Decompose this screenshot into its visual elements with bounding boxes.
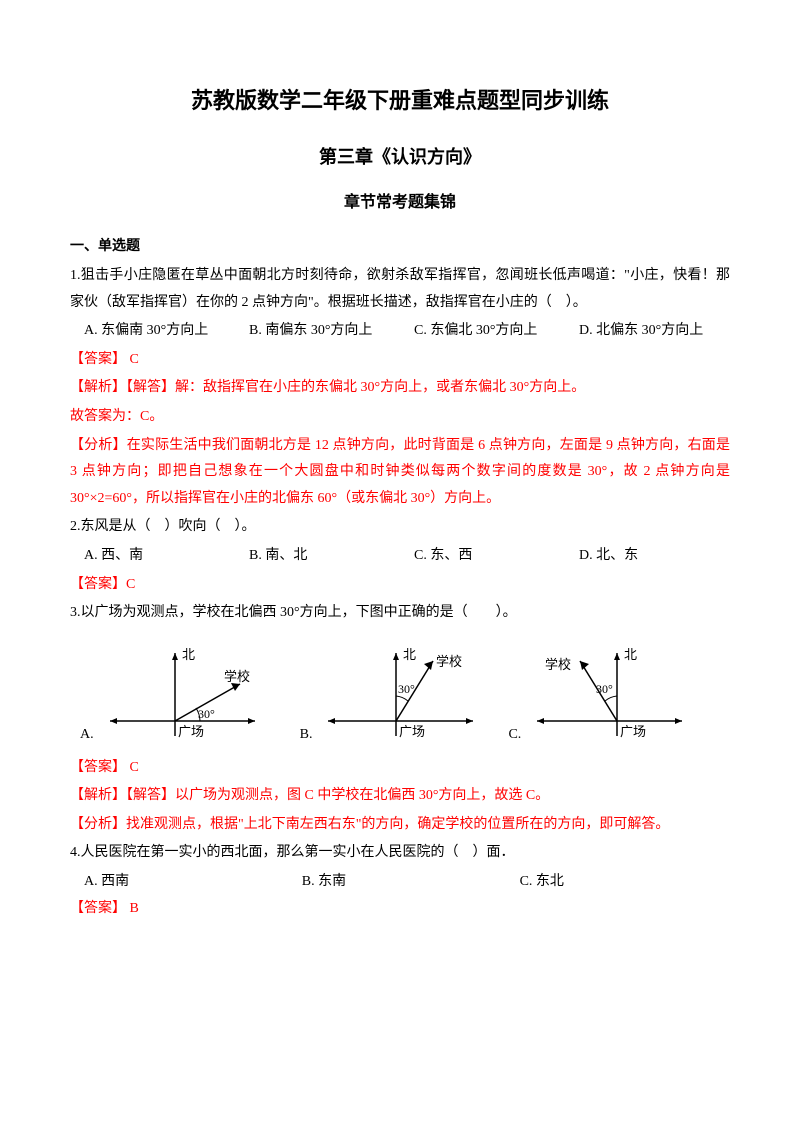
q4-option-c: C. 东北	[506, 869, 724, 896]
q4-option-a: A. 西南	[70, 869, 288, 896]
q1-explain-1: 【解析】【解答】解：敌指挥官在小庄的东偏北 30°方向上，或者东偏北 30°方向…	[70, 375, 730, 402]
svg-text:学校: 学校	[224, 669, 250, 684]
q4-options: A. 西南 B. 东南 C. 东北	[70, 869, 730, 896]
diagram-c: 北 学校 30° 广场	[527, 641, 697, 751]
q1-explain-2: 故答案为：C。	[70, 404, 730, 431]
section-title: 章节常考题集锦	[70, 188, 730, 218]
svg-text:广场: 广场	[178, 724, 204, 739]
svg-text:学校: 学校	[436, 654, 462, 669]
q3-answer: 【答案】 C	[70, 755, 730, 782]
q2-option-c: C. 东、西	[400, 543, 565, 570]
diagram-b: 北 学校 30° 广场	[318, 641, 488, 751]
q2-option-d: D. 北、东	[565, 543, 730, 570]
q1-options: A. 东偏南 30°方向上 B. 南偏东 30°方向上 C. 东偏北 30°方向…	[70, 318, 730, 345]
q3-text: 3.以广场为观测点，学校在北偏西 30°方向上，下图中正确的是（ ）。	[70, 600, 730, 627]
svg-text:30°: 30°	[596, 682, 613, 696]
q2-text: 2.东风是从（ ）吹向（ ）。	[70, 514, 730, 541]
diagram-a: 北 学校 30° 广场	[100, 641, 270, 751]
q3-label-a: A.	[80, 722, 94, 751]
q1-option-c: C. 东偏北 30°方向上	[400, 318, 565, 345]
main-title: 苏教版数学二年级下册重难点题型同步训练	[70, 80, 730, 122]
q1-text: 1.狙击手小庄隐匿在草丛中面朝北方时刻待命，欲射杀敌军指挥官，忽闻班长低声喝道：…	[70, 263, 730, 316]
svg-text:广场: 广场	[620, 724, 646, 739]
q3-analysis: 【分析】找准观测点，根据"上北下南左西右东"的方向，确定学校的位置所在的方向，即…	[70, 812, 730, 839]
svg-text:30°: 30°	[398, 682, 415, 696]
q3-label-b: B.	[300, 722, 313, 751]
q3-diagrams: A. 北 学校 30° 广场 B. 北 学校	[70, 641, 730, 751]
q4-option-b: B. 东南	[288, 869, 506, 896]
q3-label-c: C.	[508, 722, 521, 751]
sub-title: 第三章《认识方向》	[70, 140, 730, 174]
q1-option-d: D. 北偏东 30°方向上	[565, 318, 730, 345]
q4-text: 4.人民医院在第一实小的西北面，那么第一实小在人民医院的（ ）面．	[70, 840, 730, 867]
q3-explain: 【解析】【解答】以广场为观测点，图 C 中学校在北偏西 30°方向上，故选 C。	[70, 783, 730, 810]
svg-text:30°: 30°	[198, 707, 215, 721]
q1-option-b: B. 南偏东 30°方向上	[235, 318, 400, 345]
svg-text:北: 北	[182, 647, 195, 662]
svg-text:广场: 广场	[399, 724, 425, 739]
q1-answer: 【答案】 C	[70, 347, 730, 374]
section-1-header: 一、单选题	[70, 234, 730, 261]
q4-answer: 【答案】 B	[70, 896, 730, 923]
q1-analysis: 【分析】在实际生活中我们面朝北方是 12 点钟方向，此时背面是 6 点钟方向，左…	[70, 433, 730, 513]
svg-text:北: 北	[624, 647, 637, 662]
q1-option-a: A. 东偏南 30°方向上	[70, 318, 235, 345]
q2-answer: 【答案】C	[70, 572, 730, 599]
q2-option-a: A. 西、南	[70, 543, 235, 570]
svg-text:学校: 学校	[545, 657, 571, 672]
svg-text:北: 北	[403, 647, 416, 662]
q2-options: A. 西、南 B. 南、北 C. 东、西 D. 北、东	[70, 543, 730, 570]
q2-option-b: B. 南、北	[235, 543, 400, 570]
